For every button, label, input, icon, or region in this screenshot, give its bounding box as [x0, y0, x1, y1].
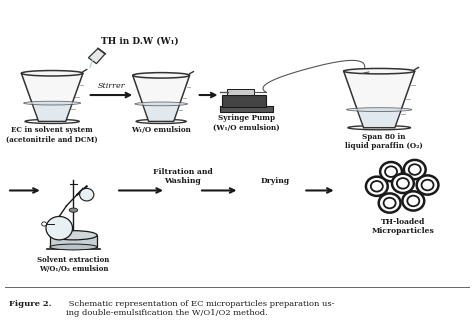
Circle shape — [421, 180, 434, 190]
Circle shape — [366, 177, 388, 196]
Ellipse shape — [348, 126, 410, 130]
Ellipse shape — [50, 231, 97, 240]
Circle shape — [392, 174, 414, 193]
Text: Span 80 in
liquid paraffin (O₂): Span 80 in liquid paraffin (O₂) — [345, 133, 423, 150]
Circle shape — [371, 181, 383, 191]
Polygon shape — [358, 110, 401, 127]
Circle shape — [402, 191, 424, 210]
Circle shape — [80, 188, 94, 201]
Polygon shape — [143, 104, 179, 120]
Ellipse shape — [135, 102, 188, 106]
Text: TH in D.W (W₁): TH in D.W (W₁) — [101, 36, 179, 45]
Circle shape — [417, 175, 438, 195]
Text: W₁/O emulsion: W₁/O emulsion — [131, 127, 191, 135]
Ellipse shape — [133, 73, 190, 78]
Circle shape — [379, 193, 401, 213]
Circle shape — [383, 198, 396, 208]
Ellipse shape — [69, 208, 78, 212]
Polygon shape — [50, 235, 97, 247]
Circle shape — [397, 178, 409, 189]
FancyBboxPatch shape — [220, 106, 273, 112]
Ellipse shape — [136, 119, 186, 124]
Circle shape — [380, 162, 402, 181]
Circle shape — [407, 196, 419, 206]
Text: TH-loaded
Microparticles: TH-loaded Microparticles — [372, 218, 434, 235]
Text: Figure 2.: Figure 2. — [9, 300, 52, 308]
Circle shape — [385, 166, 397, 177]
Circle shape — [404, 160, 426, 179]
Circle shape — [42, 222, 46, 226]
Polygon shape — [21, 73, 83, 122]
Polygon shape — [133, 75, 190, 122]
Ellipse shape — [25, 119, 79, 124]
Text: Schematic representation of EC microparticles preparation us-
ing double-emulsif: Schematic representation of EC micropart… — [66, 300, 335, 317]
Polygon shape — [33, 103, 72, 120]
Ellipse shape — [344, 69, 415, 74]
Ellipse shape — [50, 244, 97, 250]
Circle shape — [46, 216, 73, 240]
FancyBboxPatch shape — [222, 95, 266, 107]
Circle shape — [409, 164, 421, 175]
Text: Stirrer: Stirrer — [98, 82, 125, 90]
Ellipse shape — [346, 108, 412, 112]
Text: EC in solvent system
(acetonitrile and DCM): EC in solvent system (acetonitrile and D… — [6, 127, 98, 144]
FancyBboxPatch shape — [227, 89, 254, 96]
Ellipse shape — [21, 71, 83, 76]
Text: Syringe Pump
(W₁/O emulsion): Syringe Pump (W₁/O emulsion) — [213, 114, 280, 132]
Polygon shape — [344, 71, 415, 128]
Text: Filtration and
Washing: Filtration and Washing — [153, 168, 212, 185]
Ellipse shape — [24, 101, 81, 105]
Polygon shape — [89, 48, 105, 64]
Text: Drying: Drying — [260, 177, 290, 185]
Text: Solvent extraction
W/O₁/O₂ emulsion: Solvent extraction W/O₁/O₂ emulsion — [37, 256, 109, 273]
